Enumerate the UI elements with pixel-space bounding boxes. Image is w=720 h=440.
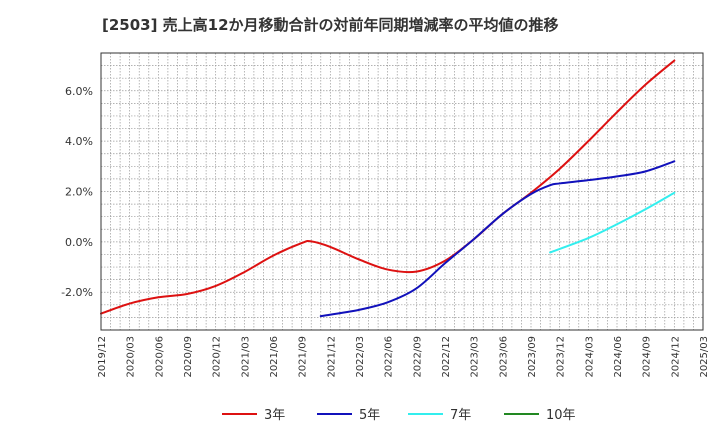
x-tick-label: 2019/12 bbox=[97, 336, 108, 378]
x-tick-label: 2024/12 bbox=[670, 336, 681, 378]
grid-layer bbox=[101, 53, 703, 330]
series-layer bbox=[100, 59, 676, 318]
x-tick-label: 2024/03 bbox=[584, 336, 595, 378]
x-tick-label: 2024/06 bbox=[613, 336, 624, 378]
y-tick-label: 4.0% bbox=[65, 135, 93, 148]
y-tick-label: 2.0% bbox=[65, 186, 93, 199]
legend-label: 7年 bbox=[450, 408, 471, 423]
y-tick-label: 0.0% bbox=[65, 236, 93, 249]
x-tick-label: 2020/09 bbox=[183, 336, 194, 378]
y-tick-label: 6.0% bbox=[65, 85, 93, 98]
series-line-3 bbox=[549, 191, 676, 254]
x-tick-label: 2021/09 bbox=[298, 336, 309, 378]
chart-title: [2503] 売上高12か月移動合計の対前年同期増減率の平均値の推移 bbox=[102, 16, 559, 34]
axis-layer: -2.0% 0.0% 2.0% 4.0% 6.0% 2019/12 2020/03 2020/… bbox=[61, 52, 710, 378]
x-tick-label: 2021/12 bbox=[326, 336, 337, 378]
legend-layer: 3年 5年 7年 10年 bbox=[222, 408, 576, 423]
plot-frame bbox=[100, 52, 704, 331]
x-tick-label: 2022/03 bbox=[355, 336, 366, 378]
x-tick-label: 2023/03 bbox=[470, 336, 481, 378]
x-tick-label: 2020/12 bbox=[212, 336, 223, 378]
x-tick-label: 2022/09 bbox=[412, 336, 423, 378]
x-tick-label: 2022/12 bbox=[441, 336, 452, 378]
series-line-1 bbox=[100, 59, 676, 315]
x-tick-label: 2023/12 bbox=[556, 336, 567, 378]
legend-label: 5年 bbox=[359, 408, 380, 423]
x-tick-label: 2023/06 bbox=[498, 336, 509, 378]
x-tick-label: 2021/03 bbox=[240, 336, 251, 378]
x-tick-label: 2020/06 bbox=[154, 336, 165, 378]
x-tick-label: 2021/06 bbox=[269, 336, 280, 378]
legend-label: 10年 bbox=[546, 408, 576, 423]
y-tick-label: -2.0% bbox=[61, 286, 93, 299]
x-tick-label: 2024/09 bbox=[642, 336, 653, 378]
x-tick-label: 2022/06 bbox=[384, 336, 395, 378]
legend-label: 3年 bbox=[264, 408, 285, 423]
x-tick-label: 2023/09 bbox=[527, 336, 538, 378]
series-line-2 bbox=[319, 160, 676, 318]
x-tick-label: 2025/03 bbox=[699, 336, 710, 378]
x-tick-label: 2020/03 bbox=[126, 336, 137, 378]
